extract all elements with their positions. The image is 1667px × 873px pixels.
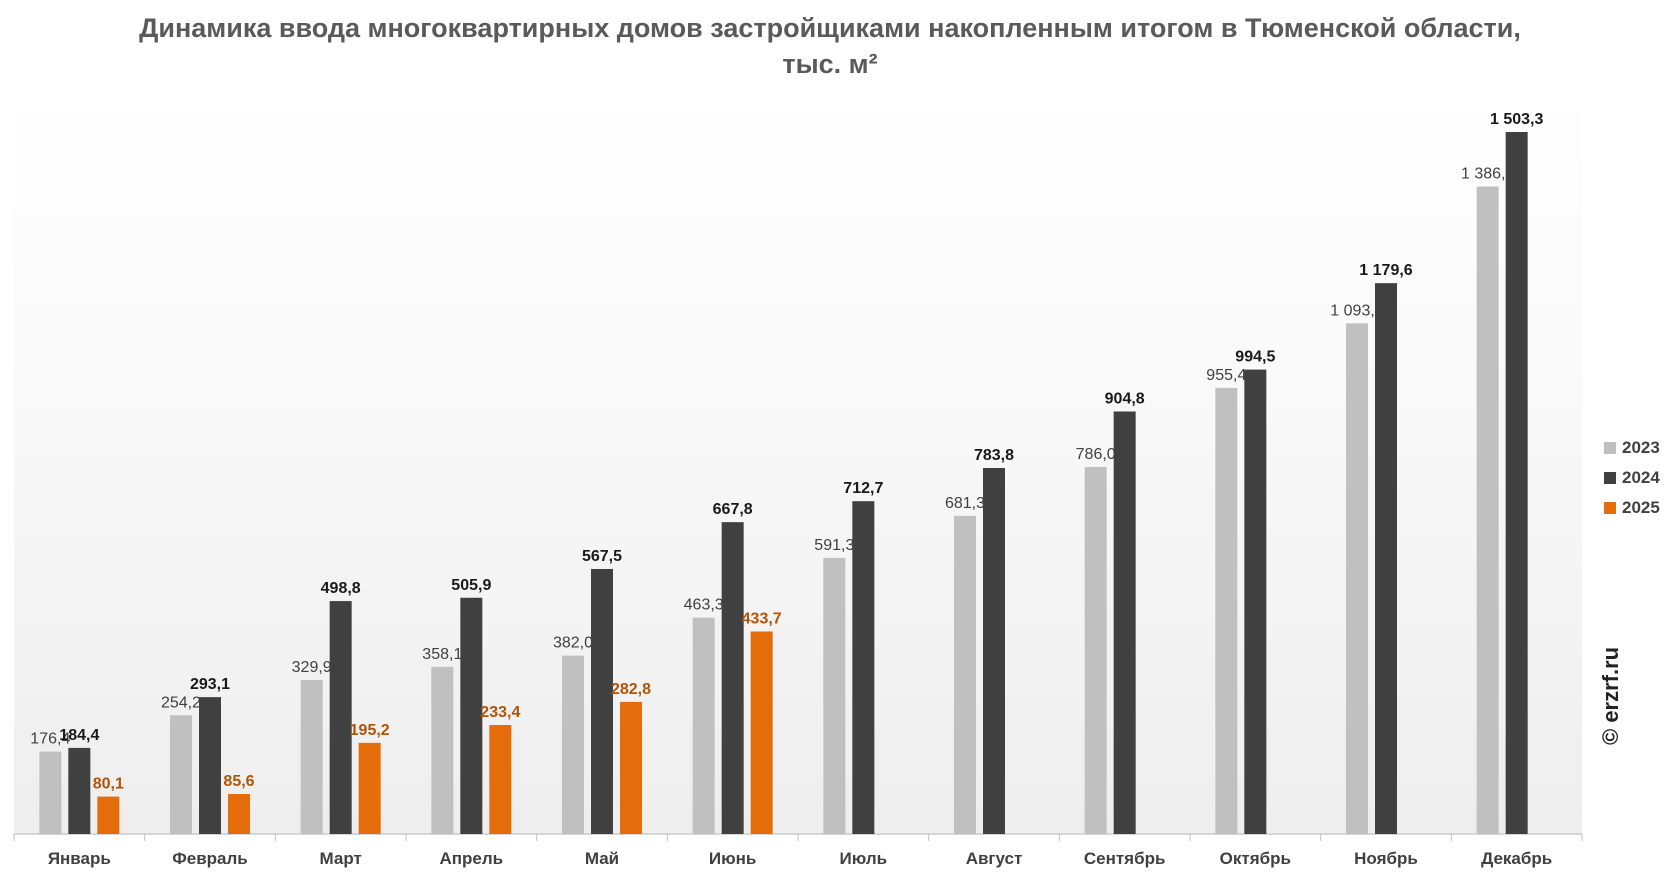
bar-2023: [954, 515, 976, 834]
x-tick-label: Ноябрь: [1354, 849, 1418, 868]
data-label-2025: 80,1: [93, 776, 124, 793]
data-label-2023: 955,4: [1206, 367, 1246, 384]
x-tick-label: Январь: [48, 849, 111, 868]
bar-2025: [620, 701, 642, 834]
bar-2023: [300, 679, 323, 834]
bar-2025: [228, 794, 250, 834]
data-label-2024: 184,4: [59, 727, 99, 744]
legend-label-2025: 2025: [1622, 498, 1660, 517]
bar-2023: [170, 715, 192, 834]
data-label-2025: 85,6: [223, 773, 254, 790]
bar-2025: [750, 631, 773, 834]
bar-2023: [1476, 186, 1499, 835]
data-label-2023: 463,3: [684, 597, 724, 614]
data-label-2024: 667,8: [713, 501, 753, 518]
bar-2024: [852, 501, 875, 834]
legend-item-2024: 2024: [1604, 463, 1660, 493]
x-tick-label: Июнь: [709, 849, 756, 868]
bar-2023: [692, 617, 715, 834]
legend-label-2024: 2024: [1622, 468, 1660, 487]
legend-swatch-2023: [1604, 442, 1616, 454]
data-label-2025: 433,7: [742, 610, 782, 627]
data-label-2024: 712,7: [843, 480, 883, 497]
data-label-2024: 904,8: [1105, 390, 1145, 407]
data-label-2023: 382,0: [553, 635, 593, 652]
bar-2023: [39, 751, 62, 834]
data-label-2023: 254,2: [161, 694, 201, 711]
bar-2025: [358, 742, 381, 834]
bar-2024: [68, 747, 91, 834]
data-label-2025: 233,4: [480, 704, 520, 721]
data-label-2023: 1 093,5: [1330, 302, 1383, 319]
bar-2025: [489, 725, 512, 834]
legend-swatch-2024: [1604, 472, 1616, 484]
watermark: © erzrf.ru: [1598, 646, 1623, 745]
bar-2023: [431, 666, 454, 834]
bar-2024: [460, 597, 483, 834]
bar-2024: [1113, 411, 1136, 834]
data-label-2024: 505,9: [451, 577, 491, 594]
x-tick-label: Март: [320, 849, 362, 868]
data-label-2023: 786,0: [1076, 446, 1116, 463]
data-label-2024: 1 503,3: [1490, 111, 1543, 128]
data-label-2024: 994,5: [1235, 349, 1275, 366]
data-label-2024: 293,1: [190, 676, 230, 693]
x-tick-label: Сентябрь: [1084, 849, 1166, 868]
legend-label-2023: 2023: [1622, 438, 1660, 457]
bar-2024: [1244, 369, 1267, 834]
data-label-2023: 176,4: [30, 731, 70, 748]
data-label-2024: 567,5: [582, 548, 622, 565]
x-tick-label: Август: [966, 849, 1023, 868]
bar-2023: [1084, 466, 1107, 834]
data-label-2024: 498,8: [321, 580, 361, 597]
legend-item-2025: 2025: [1604, 493, 1660, 523]
bar-2023: [1215, 387, 1238, 834]
bar-2024: [329, 601, 352, 834]
x-tick-label: Декабрь: [1481, 849, 1552, 868]
data-label-2023: 1 386,7: [1461, 165, 1514, 182]
data-label-2023: 329,9: [292, 659, 332, 676]
data-label-2023: 681,3: [945, 495, 985, 512]
bar-2025: [97, 796, 120, 834]
chart-title: Динамика ввода многоквартирных домов зас…: [139, 13, 1521, 79]
legend-item-2023: 2023: [1604, 433, 1660, 463]
data-label-2024: 783,8: [974, 447, 1014, 464]
bar-2023: [562, 655, 584, 834]
bar-2024: [983, 467, 1005, 834]
bar-2023: [1346, 323, 1368, 834]
data-label-2025: 195,2: [350, 722, 390, 739]
x-tick-label: Октябрь: [1220, 849, 1291, 868]
data-label-2023: 358,1: [422, 646, 462, 663]
x-tick-label: Июль: [840, 849, 888, 868]
legend-swatch-2025: [1604, 502, 1616, 514]
bar-2023: [823, 557, 846, 834]
data-label-2023: 591,3: [814, 537, 854, 554]
legend: 2023 2024 2025: [1604, 433, 1660, 523]
bar-2024: [1505, 132, 1528, 834]
bar-2024: [1375, 283, 1397, 834]
x-tick-label: Февраль: [172, 849, 248, 868]
plot-area: [14, 90, 1582, 835]
x-tick-label: Май: [585, 849, 619, 868]
x-tick-label: Апрель: [440, 849, 504, 868]
bar-2024: [721, 522, 744, 834]
bar-2024: [591, 568, 613, 834]
data-label-2025: 282,8: [611, 681, 651, 698]
data-label-2024: 1 179,6: [1359, 262, 1412, 279]
bar-2024: [199, 697, 221, 834]
